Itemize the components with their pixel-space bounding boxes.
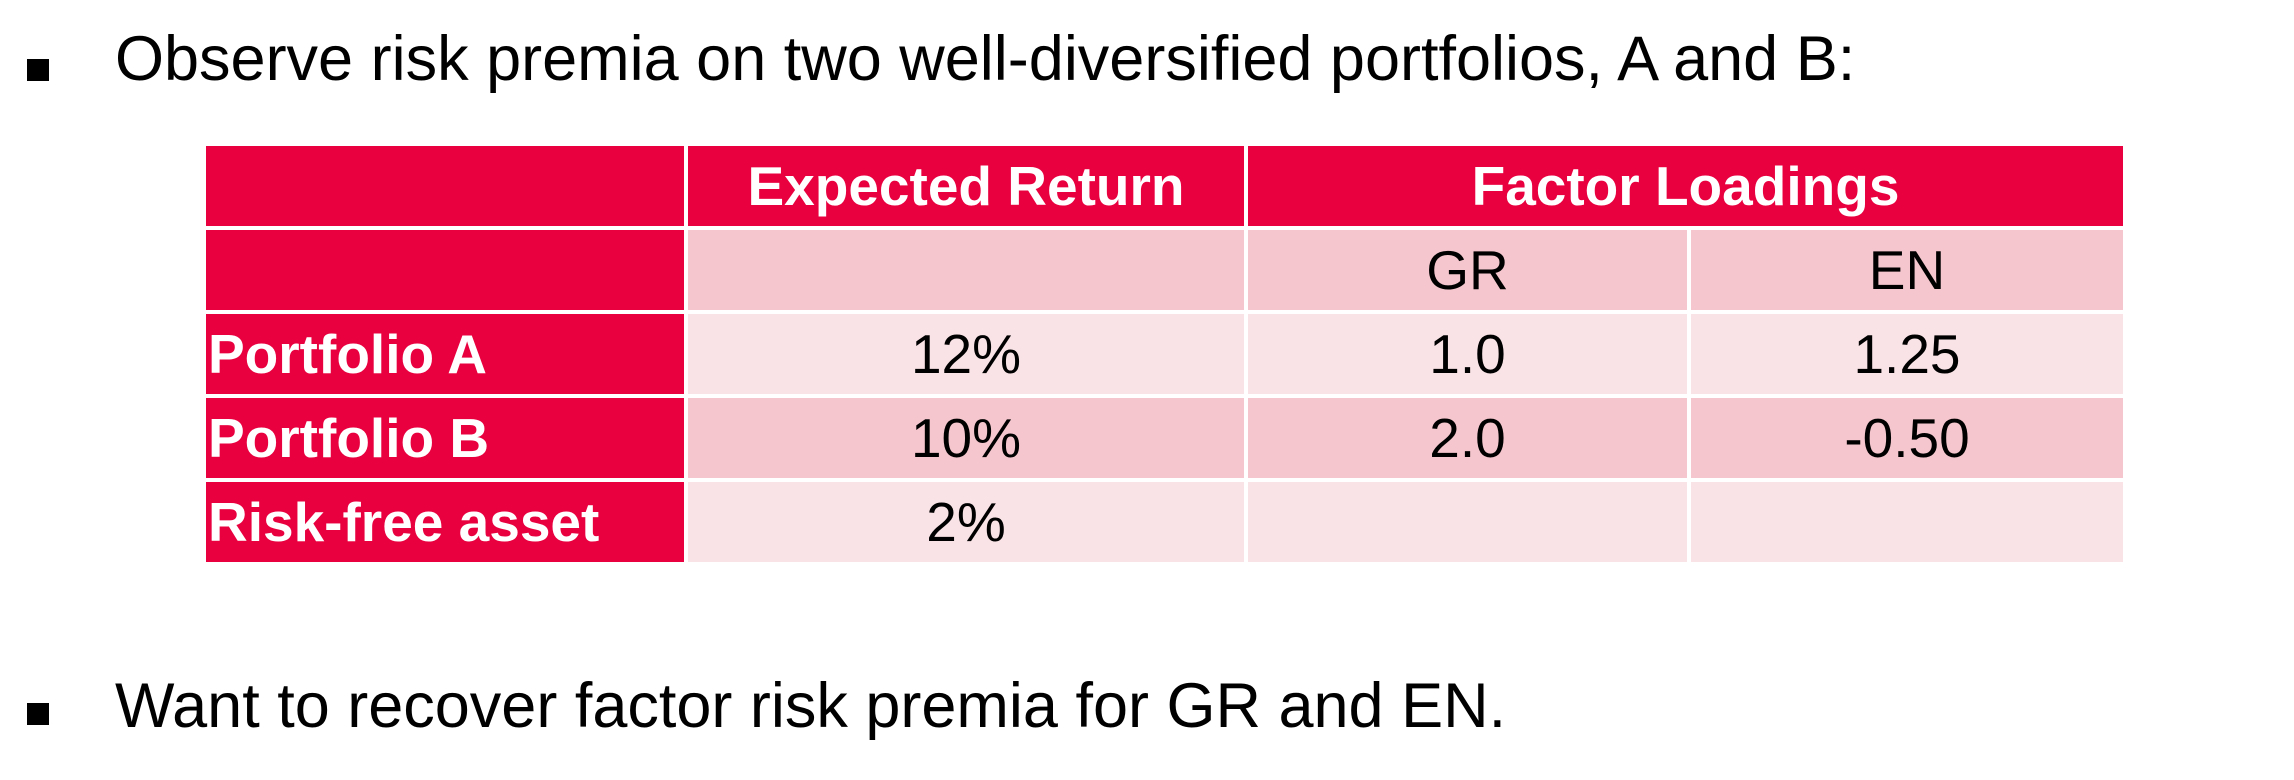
cell-en: -0.50 [1691, 398, 2123, 482]
cell-gr: 2.0 [1248, 398, 1691, 482]
subheader-empty-label [206, 230, 688, 314]
row-label: Portfolio B [206, 398, 688, 482]
bullet-item-recover: Want to recover factor risk premia for G… [0, 675, 2294, 775]
header-empty-cell [206, 146, 688, 230]
subheader-gr: GR [1248, 230, 1691, 314]
table-row: Portfolio A 12% 1.0 1.25 [206, 314, 2123, 398]
cell-expected-return: 2% [688, 482, 1248, 562]
table-header-row: Expected Return Factor Loadings [206, 146, 2123, 230]
row-label: Risk-free asset [206, 482, 688, 562]
row-label: Portfolio A [206, 314, 688, 398]
cell-expected-return: 12% [688, 314, 1248, 398]
bullet-item-observe: Observe risk premia on two well-diversif… [0, 28, 2294, 128]
table-row: Risk-free asset 2% [206, 482, 2123, 562]
table-subheader-row: GR EN [206, 230, 2123, 314]
header-factor-loadings: Factor Loadings [1248, 146, 2123, 230]
square-bullet-icon [27, 59, 49, 81]
header-expected-return: Expected Return [688, 146, 1248, 230]
bullet-text-observe: Observe risk premia on two well-diversif… [115, 24, 1856, 94]
bullet-text-recover: Want to recover factor risk premia for G… [115, 671, 1507, 741]
cell-gr: 1.0 [1248, 314, 1691, 398]
portfolio-table: Expected Return Factor Loadings GR EN Po… [206, 146, 2123, 562]
subheader-en: EN [1691, 230, 2123, 314]
subheader-empty-return [688, 230, 1248, 314]
cell-en: 1.25 [1691, 314, 2123, 398]
cell-gr [1248, 482, 1691, 562]
cell-en [1691, 482, 2123, 562]
table-row: Portfolio B 10% 2.0 -0.50 [206, 398, 2123, 482]
square-bullet-icon [27, 703, 49, 725]
cell-expected-return: 10% [688, 398, 1248, 482]
